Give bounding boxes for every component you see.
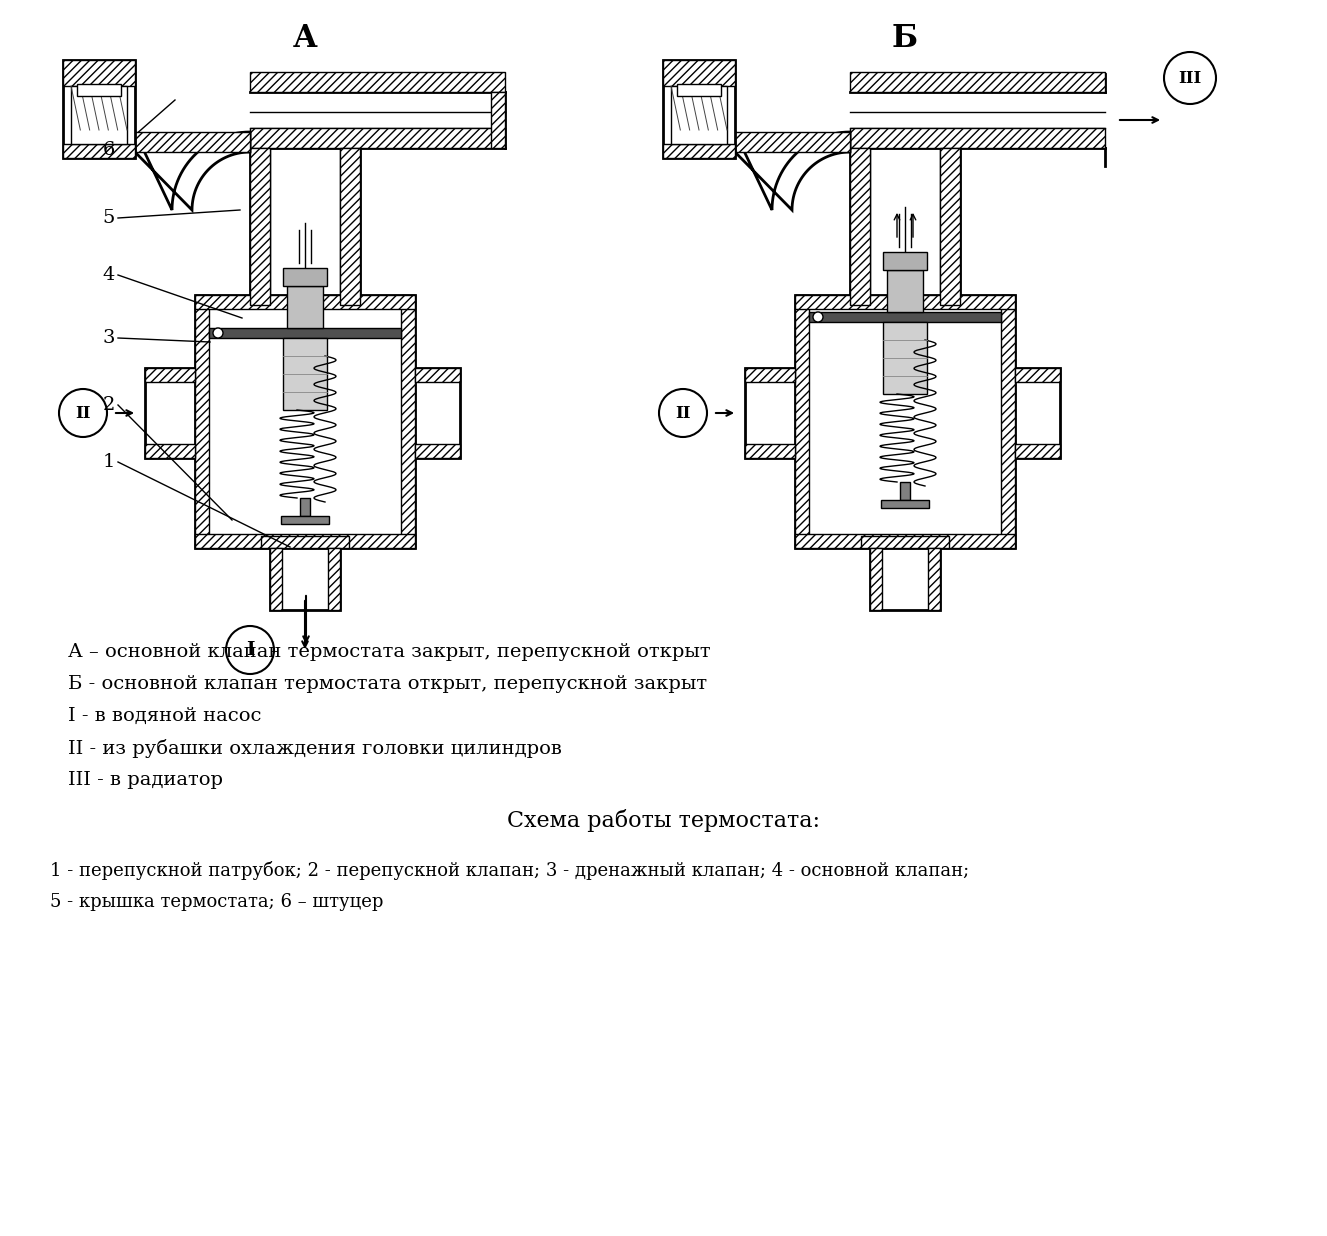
Bar bbox=[145, 368, 195, 459]
Bar bbox=[195, 295, 415, 309]
Text: Б - основной клапан термостата открыт, перепускной закрыт: Б - основной клапан термостата открыт, п… bbox=[68, 675, 707, 693]
Bar bbox=[744, 444, 795, 459]
Bar bbox=[208, 328, 401, 337]
Polygon shape bbox=[735, 132, 851, 210]
Bar bbox=[72, 87, 127, 145]
Text: I - в водяной насос: I - в водяной насос bbox=[68, 707, 261, 726]
Text: 5 - крышка термостата; 6 – штуцер: 5 - крышка термостата; 6 – штуцер bbox=[50, 892, 384, 911]
Circle shape bbox=[660, 389, 707, 438]
Circle shape bbox=[813, 311, 823, 323]
Bar bbox=[195, 295, 208, 548]
Bar bbox=[744, 368, 795, 382]
Text: 6: 6 bbox=[102, 141, 115, 159]
Bar bbox=[62, 145, 135, 158]
Bar bbox=[283, 268, 326, 286]
Bar bbox=[851, 148, 871, 305]
Polygon shape bbox=[135, 132, 249, 210]
Bar bbox=[269, 548, 283, 611]
Bar bbox=[281, 515, 329, 524]
Bar bbox=[871, 548, 882, 611]
Bar bbox=[677, 84, 721, 96]
Bar bbox=[261, 536, 349, 548]
Text: 3: 3 bbox=[102, 329, 115, 347]
Bar bbox=[671, 87, 727, 145]
Circle shape bbox=[226, 625, 273, 674]
Bar bbox=[886, 269, 924, 311]
Bar bbox=[135, 132, 249, 152]
Bar bbox=[249, 72, 506, 91]
Text: 4: 4 bbox=[102, 266, 115, 284]
Bar bbox=[1001, 295, 1015, 548]
Text: 1 - перепускной патрубок; 2 - перепускной клапан; 3 - дренажный клапан; 4 - осно: 1 - перепускной патрубок; 2 - перепускно… bbox=[50, 860, 969, 880]
Bar bbox=[145, 444, 195, 459]
Circle shape bbox=[1164, 52, 1216, 104]
Text: А: А bbox=[293, 22, 317, 53]
Text: 1: 1 bbox=[102, 454, 115, 471]
Bar bbox=[851, 72, 1105, 91]
Circle shape bbox=[214, 328, 223, 337]
Text: А – основной клапан термостата закрыт, перепускной открыт: А – основной клапан термостата закрыт, п… bbox=[68, 643, 711, 661]
Bar bbox=[795, 295, 809, 548]
Bar bbox=[664, 61, 735, 158]
Bar bbox=[795, 534, 1015, 548]
Bar bbox=[664, 145, 735, 158]
Text: II: II bbox=[76, 404, 90, 421]
Bar bbox=[195, 534, 415, 548]
Bar bbox=[401, 295, 415, 548]
Bar bbox=[871, 548, 940, 611]
Bar bbox=[940, 148, 959, 305]
Text: Б: Б bbox=[892, 22, 918, 53]
Bar bbox=[900, 482, 910, 501]
Text: II - из рубашки охлаждения головки цилиндров: II - из рубашки охлаждения головки цилин… bbox=[68, 738, 561, 758]
Bar bbox=[1015, 368, 1060, 459]
Bar bbox=[145, 368, 195, 382]
Bar bbox=[664, 61, 735, 87]
Text: Схема работы термостата:: Схема работы термостата: bbox=[507, 808, 820, 832]
Bar bbox=[415, 368, 460, 459]
Bar bbox=[195, 295, 415, 548]
Bar bbox=[249, 129, 506, 148]
Bar bbox=[795, 295, 1015, 309]
Bar bbox=[415, 444, 460, 459]
Text: II: II bbox=[675, 404, 691, 421]
Bar bbox=[928, 548, 940, 611]
Bar bbox=[340, 148, 360, 305]
Bar bbox=[77, 84, 121, 96]
Bar bbox=[62, 61, 135, 87]
Bar bbox=[882, 323, 928, 394]
Bar bbox=[809, 311, 1001, 323]
Bar bbox=[851, 129, 1105, 148]
Bar bbox=[881, 501, 929, 508]
Bar bbox=[269, 548, 340, 611]
Bar bbox=[1015, 444, 1060, 459]
Text: I: I bbox=[245, 641, 255, 659]
Bar bbox=[300, 498, 311, 515]
Bar bbox=[287, 286, 322, 328]
Text: 2: 2 bbox=[102, 396, 115, 414]
Bar bbox=[882, 252, 928, 269]
Bar bbox=[283, 337, 326, 410]
Text: III: III bbox=[1178, 69, 1202, 87]
Bar bbox=[249, 148, 269, 305]
Bar bbox=[735, 132, 851, 152]
Bar bbox=[1015, 368, 1060, 382]
Circle shape bbox=[58, 389, 107, 438]
Bar bbox=[62, 61, 135, 158]
Text: III - в радиатор: III - в радиатор bbox=[68, 771, 223, 789]
Bar bbox=[491, 91, 506, 148]
Bar bbox=[861, 536, 949, 548]
Bar bbox=[744, 368, 795, 459]
Bar bbox=[415, 368, 460, 382]
Text: 5: 5 bbox=[102, 209, 115, 227]
Bar bbox=[795, 295, 1015, 548]
Bar bbox=[328, 548, 340, 611]
